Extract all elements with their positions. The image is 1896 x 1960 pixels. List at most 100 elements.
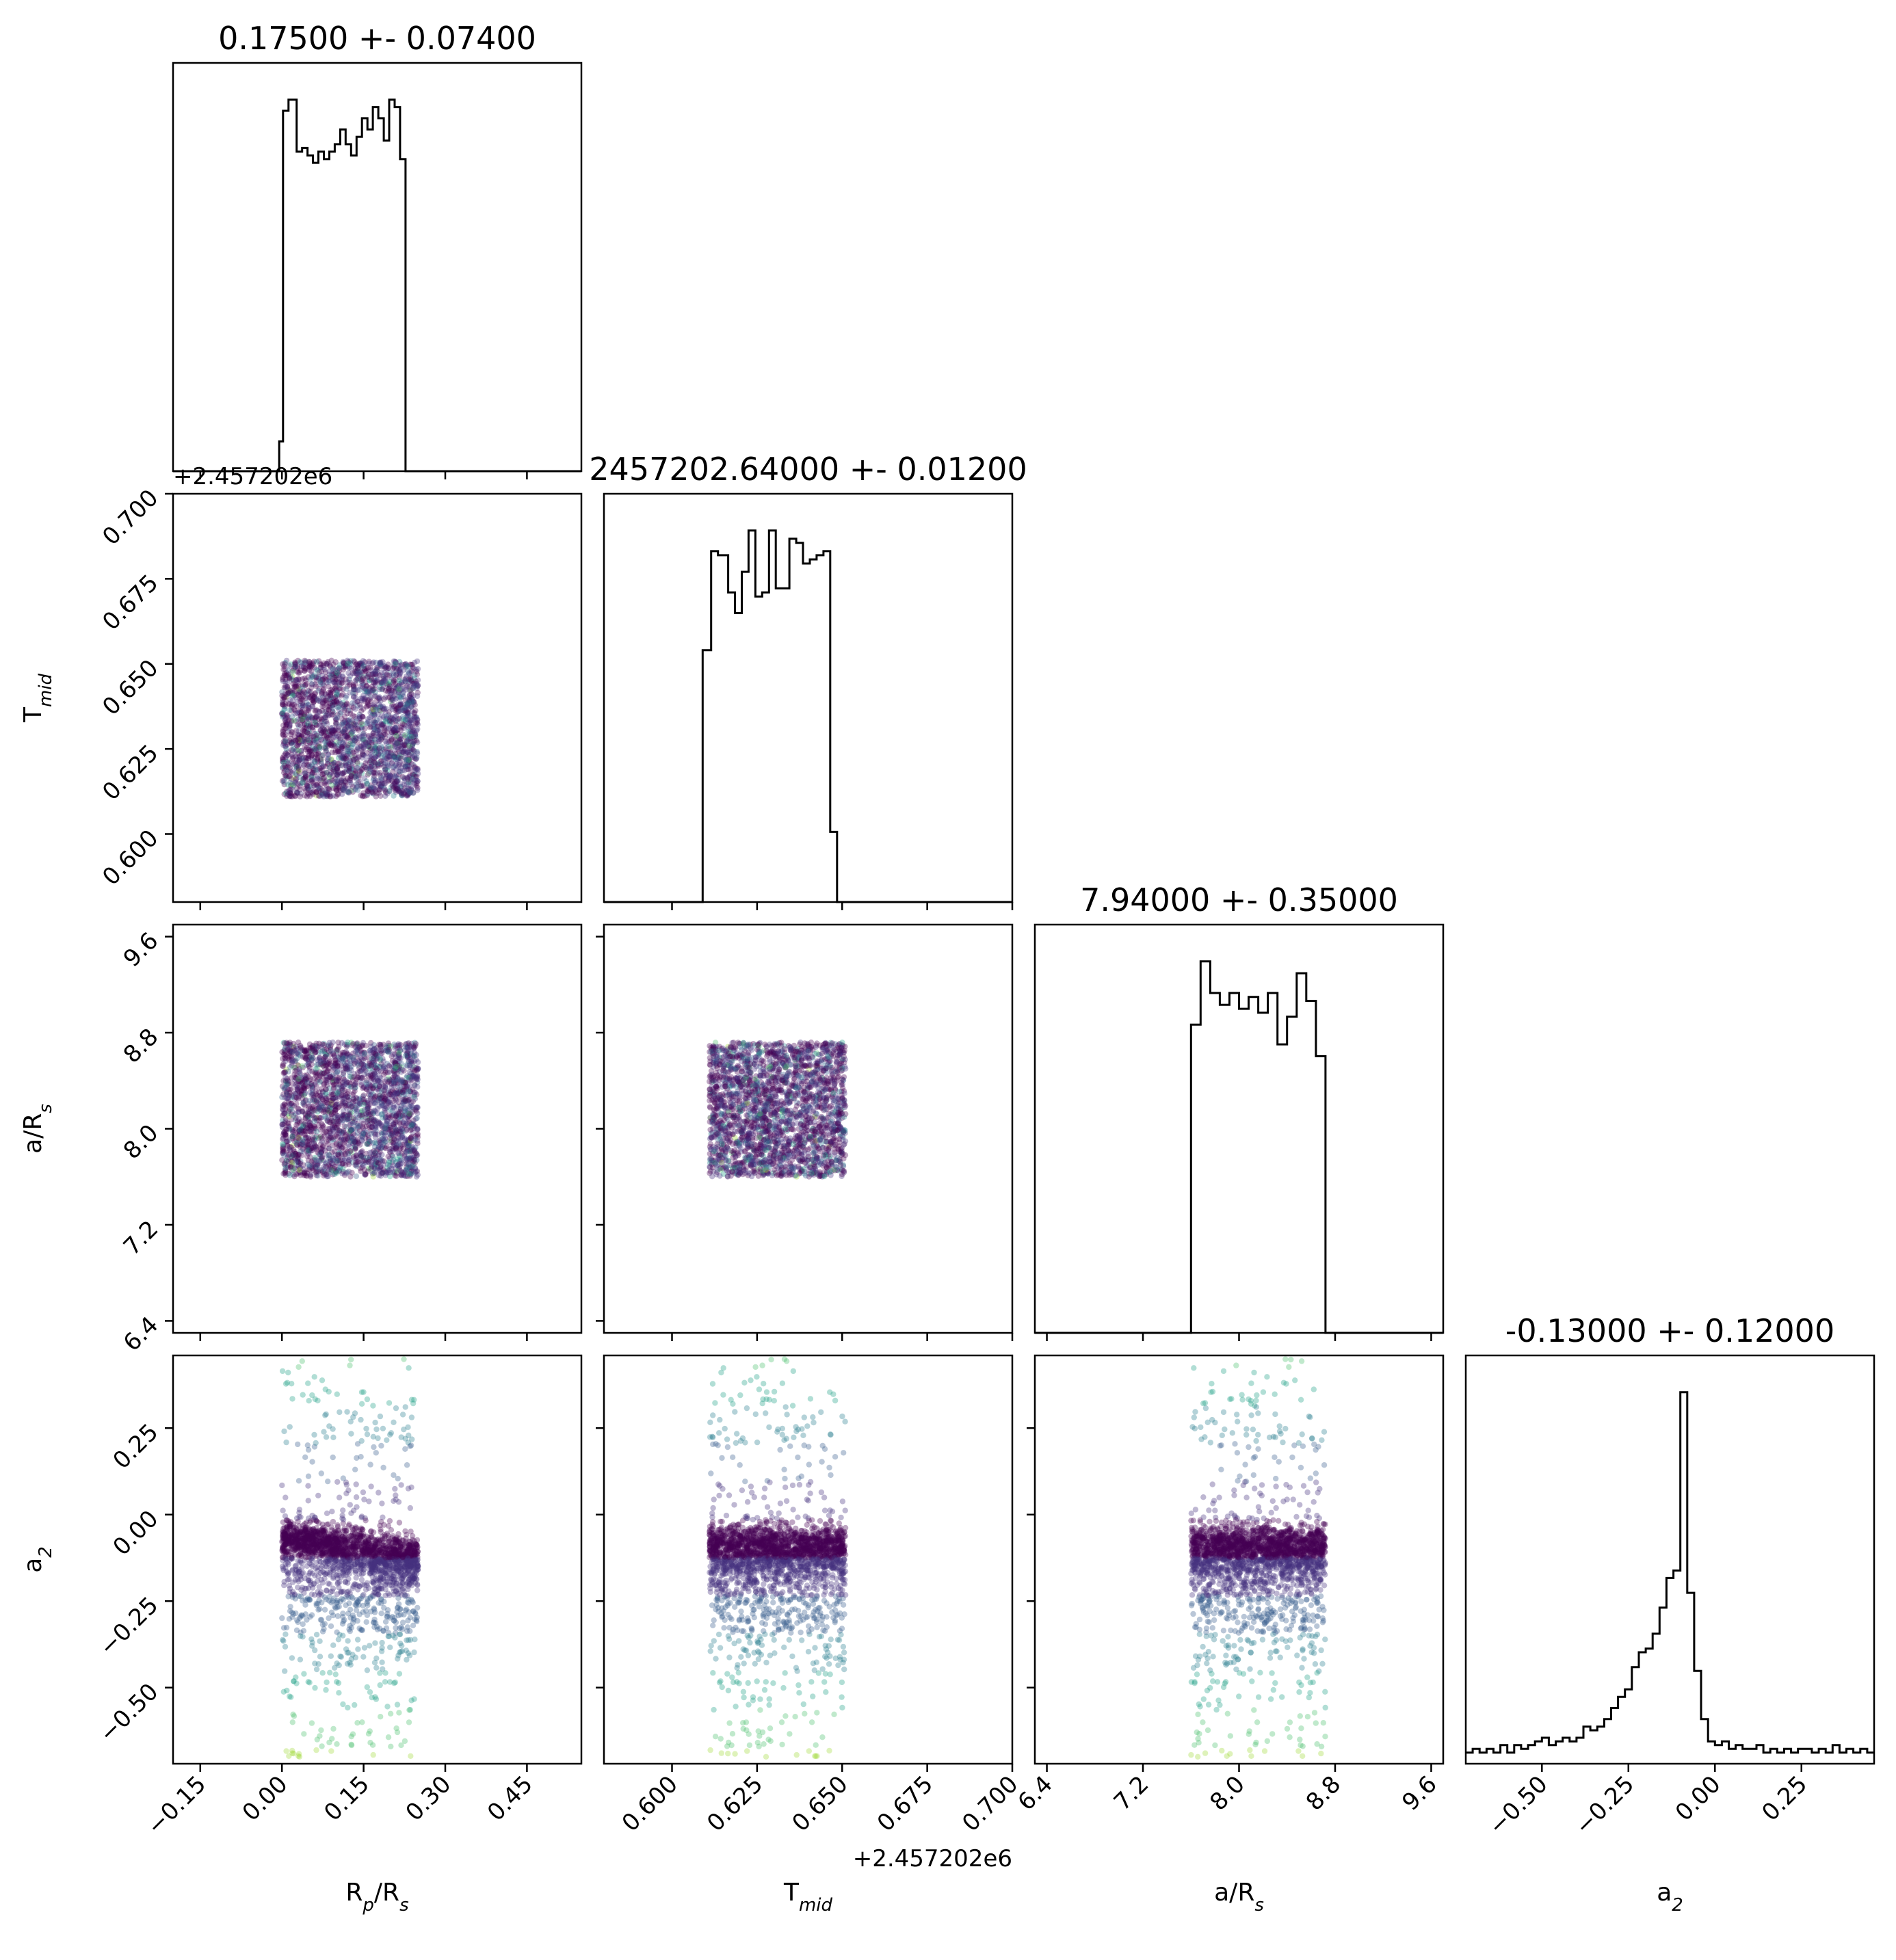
- scatter-point: [320, 1143, 326, 1150]
- scatter-point: [364, 689, 370, 695]
- scatter-point: [292, 660, 299, 666]
- scatter-point: [338, 780, 345, 786]
- scatter-point: [367, 745, 373, 752]
- scatter-point: [363, 686, 369, 693]
- scatter-point: [286, 688, 292, 694]
- scatter-point: [389, 696, 396, 702]
- scatter-point: [358, 724, 365, 730]
- scatter-point: [282, 1165, 289, 1171]
- scatter-point: [345, 742, 351, 748]
- scatter-point: [405, 792, 411, 798]
- scatter-point: [334, 1151, 341, 1158]
- scatter-point: [293, 756, 300, 763]
- scatter-point: [354, 726, 361, 732]
- scatter-point: [390, 693, 396, 700]
- scatter-point: [303, 758, 310, 765]
- scatter-point: [345, 1039, 351, 1046]
- scatter-point: [354, 1070, 361, 1076]
- scatter-point: [317, 665, 324, 671]
- scatter-point: [410, 762, 417, 768]
- scatter-point: [300, 664, 307, 670]
- scatter-point: [342, 737, 348, 743]
- scatter-point: [391, 677, 397, 683]
- scatter-point: [393, 766, 399, 772]
- scatter-point: [359, 676, 366, 683]
- scatter-point: [315, 713, 321, 719]
- scatter-point: [397, 665, 404, 672]
- scatter-point: [306, 743, 313, 749]
- scatter-point: [334, 689, 340, 696]
- scatter-point: [334, 1158, 340, 1164]
- scatter-point: [312, 681, 319, 687]
- scatter-point: [372, 1134, 379, 1141]
- scatter-point: [386, 1069, 393, 1075]
- scatter-point: [337, 682, 343, 688]
- scatter-point: [360, 662, 367, 668]
- scatter-point: [355, 754, 361, 760]
- scatter-point: [359, 684, 366, 690]
- scatter-point: [404, 1120, 410, 1126]
- scatter-point: [313, 739, 319, 745]
- scatter-point: [376, 728, 383, 735]
- scatter-point: [376, 1120, 382, 1127]
- scatter-point: [352, 665, 358, 672]
- scatter-point: [341, 713, 348, 719]
- scatter-point: [299, 716, 305, 723]
- scatter-point: [367, 1150, 373, 1156]
- scatter-point: [368, 1062, 374, 1068]
- scatter-point: [413, 1064, 419, 1071]
- scatter-point: [385, 772, 392, 779]
- scatter-point: [343, 760, 350, 766]
- scatter-point: [404, 1126, 410, 1133]
- scatter-point: [411, 730, 417, 736]
- scatter-point: [350, 728, 356, 735]
- scatter-point: [347, 1121, 354, 1127]
- scatter-point: [358, 770, 365, 776]
- scatter-point: [349, 737, 356, 744]
- scatter-point: [299, 716, 305, 723]
- scatter-point: [361, 685, 368, 691]
- scatter-point: [343, 763, 350, 769]
- scatter-point: [393, 732, 399, 739]
- scatter-point: [360, 730, 367, 737]
- scatter-point: [290, 1152, 296, 1158]
- scatter-point: [315, 781, 321, 787]
- scatter-point: [291, 1103, 298, 1109]
- scatter-point: [345, 1097, 352, 1103]
- scatter-point: [305, 715, 311, 721]
- scatter-point: [408, 676, 414, 683]
- scatter-point: [282, 666, 288, 672]
- scatter-point: [308, 778, 315, 784]
- scatter-point: [381, 784, 387, 791]
- scatter-point: [281, 695, 287, 701]
- scatter-point: [399, 743, 406, 750]
- scatter-point: [308, 1171, 314, 1178]
- scatter-point: [393, 1113, 399, 1120]
- scatter-point: [334, 1090, 340, 1096]
- scatter-point: [280, 765, 286, 771]
- scatter-point: [304, 730, 311, 736]
- scatter-point: [332, 694, 339, 700]
- scatter-point: [301, 721, 308, 728]
- scatter-point: [290, 738, 297, 745]
- scatter-point: [287, 1146, 293, 1152]
- scatter-point: [376, 790, 382, 796]
- scatter-point: [306, 659, 312, 665]
- scatter-point: [399, 1066, 406, 1073]
- scatter-point: [341, 721, 347, 728]
- scatter-point: [319, 771, 326, 778]
- scatter-point: [368, 724, 374, 730]
- scatter-point: [398, 745, 405, 752]
- scatter-point: [382, 780, 389, 786]
- scatter-point: [307, 724, 313, 730]
- scatter-point: [414, 693, 421, 700]
- scatter-point: [370, 1085, 376, 1092]
- scatter-point: [367, 759, 373, 766]
- scatter-point: [369, 704, 376, 711]
- scatter-point: [369, 713, 375, 719]
- scatter-point: [297, 685, 303, 691]
- scatter-point: [308, 1091, 315, 1098]
- scatter-point: [354, 1106, 360, 1113]
- scatter-point: [367, 1048, 373, 1054]
